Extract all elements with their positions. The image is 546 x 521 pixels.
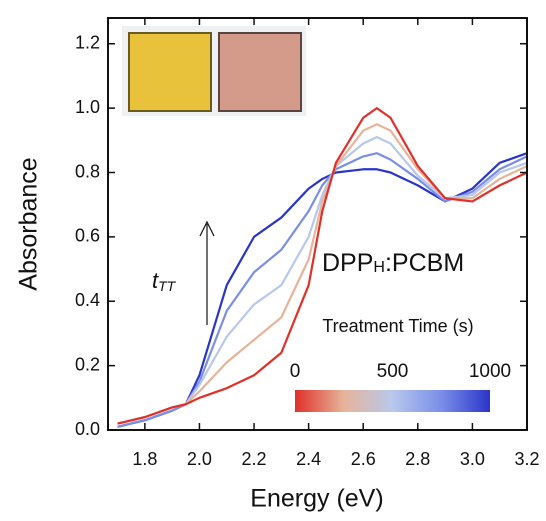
arrow-head [199, 220, 215, 237]
x-tick-label: 2.4 [296, 449, 321, 469]
y-tick-label: 0.2 [75, 354, 100, 374]
y-tick-label: 1.0 [75, 97, 100, 117]
y-tick-label: 0.0 [75, 419, 100, 439]
x-tick-label: 1.8 [132, 449, 157, 469]
x-tick-label: 3.2 [514, 449, 539, 469]
x-tick-label: 2.6 [351, 449, 376, 469]
colorbar-tick-label: 500 [377, 361, 409, 382]
y-tick-label: 0.6 [75, 226, 100, 246]
y-tick-label: 0.4 [75, 290, 100, 310]
sample-label: DPPH:PCBM [322, 249, 464, 277]
x-tick-label: 2.0 [187, 449, 212, 469]
x-axis-label: Energy (eV) [250, 485, 383, 513]
colorbar-tick-label: 0 [290, 361, 301, 382]
x-tick-label: 2.2 [242, 449, 267, 469]
colorbar [295, 390, 490, 412]
x-tick-label: 3.0 [460, 449, 485, 469]
colorbar-tick-label: 1000 [469, 361, 511, 382]
spectrum-line [117, 107, 528, 425]
colorbar-label: Treatment Time (s) [322, 316, 473, 336]
y-tick-label: 0.8 [75, 161, 100, 181]
y-tick-label: 1.2 [75, 33, 100, 53]
photo-pristine [128, 32, 212, 112]
arrow-label: tTT [152, 268, 177, 294]
x-tick-label: 2.8 [405, 449, 430, 469]
photo-treated [218, 32, 302, 112]
y-axis-label: Absorbance [15, 157, 43, 290]
plot-frame [107, 17, 528, 431]
